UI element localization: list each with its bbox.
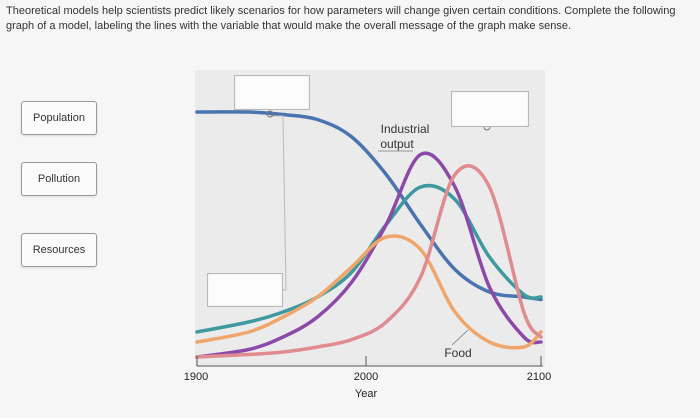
drag-option-label: Pollution — [37, 173, 81, 185]
series-line-industrial — [195, 151, 543, 359]
drag-option-label: Population — [33, 112, 85, 124]
series-label-food: Food — [444, 346, 471, 360]
series-line-resources — [195, 110, 543, 302]
drag-option-population[interactable]: Population — [21, 101, 97, 135]
drag-option-label: Resources — [32, 244, 86, 256]
series-line-pink — [195, 164, 543, 359]
drag-option-pollution[interactable]: Pollution — [21, 162, 97, 196]
drop-zone-resources-line[interactable] — [234, 75, 310, 110]
drop-zone-connector — [232, 115, 287, 291]
drop-zone-teal-line[interactable] — [207, 273, 283, 307]
x-tick-label: 2100 — [527, 371, 551, 383]
series-label-industrial-line2: output — [380, 137, 414, 151]
x-tick-label: 2000 — [354, 371, 378, 383]
series-line-food — [195, 234, 543, 350]
x-tick-label: 1900 — [184, 371, 208, 383]
drag-option-resources[interactable]: Resources — [21, 233, 97, 267]
series-label-industrial-line1: Industrial — [381, 122, 430, 136]
series-line-teal — [195, 183, 543, 334]
drop-zone-anchor-dot — [266, 110, 274, 118]
drop-zone-pink-line[interactable] — [451, 91, 529, 127]
x-axis-title: Year — [355, 388, 378, 400]
series-layer — [195, 110, 543, 359]
food-label-pointer — [451, 329, 469, 346]
instructions-text: Theoretical models help scientists predi… — [6, 5, 676, 32]
